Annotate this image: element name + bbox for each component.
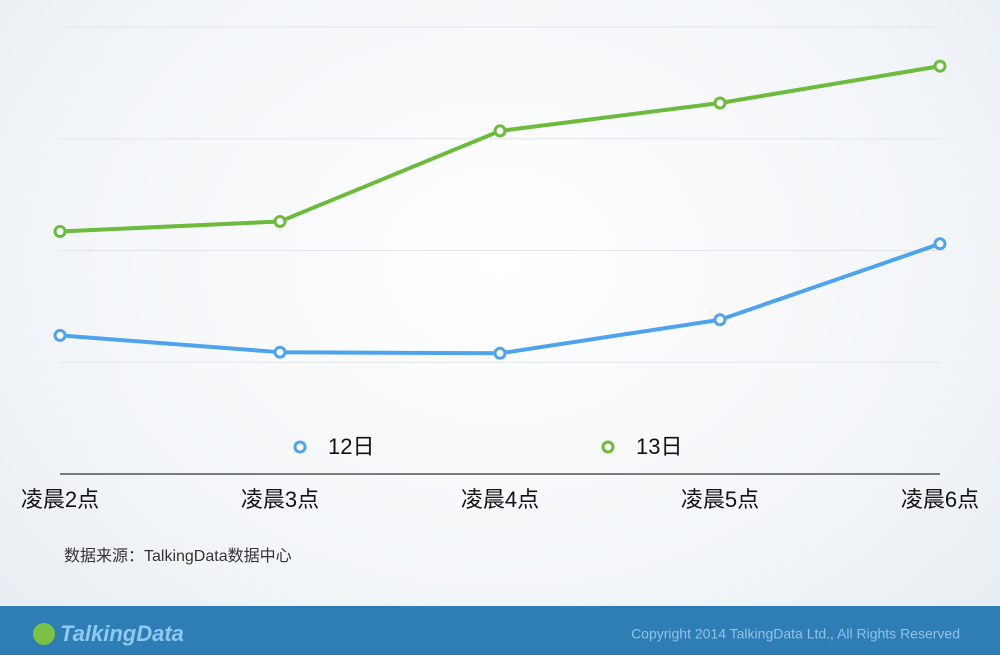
- series-line: [59, 241, 941, 356]
- x-tick-label: 凌晨3点: [241, 487, 319, 512]
- x-tick-label: 凌晨4点: [461, 487, 539, 512]
- data-point: [713, 313, 727, 327]
- legend-label: 12日: [328, 434, 374, 459]
- data-point: [273, 214, 287, 228]
- data-point: [713, 96, 727, 110]
- x-tick-label: 凌晨5点: [681, 487, 759, 512]
- logo-text: TalkingData: [60, 621, 184, 646]
- data-point: [53, 225, 67, 239]
- legend-marker: [601, 440, 615, 454]
- footer-bar: [0, 606, 1000, 655]
- data-point: [273, 345, 287, 359]
- x-tick-label: 凌晨6点: [901, 487, 979, 512]
- legend-label: 13日: [636, 434, 682, 459]
- data-point: [53, 328, 67, 342]
- series-line: [59, 64, 941, 234]
- x-tick-label: 凌晨2点: [21, 487, 99, 512]
- logo-icon: [33, 623, 55, 645]
- data-point: [493, 124, 507, 138]
- data-point: [933, 237, 947, 251]
- legend-marker: [293, 440, 307, 454]
- source: 数据来源：TalkingData数据中心: [64, 547, 292, 565]
- data-point: [493, 346, 507, 360]
- data-point: [933, 59, 947, 73]
- copyright: Copyright 2014 TalkingData Ltd., All Rig…: [631, 626, 960, 642]
